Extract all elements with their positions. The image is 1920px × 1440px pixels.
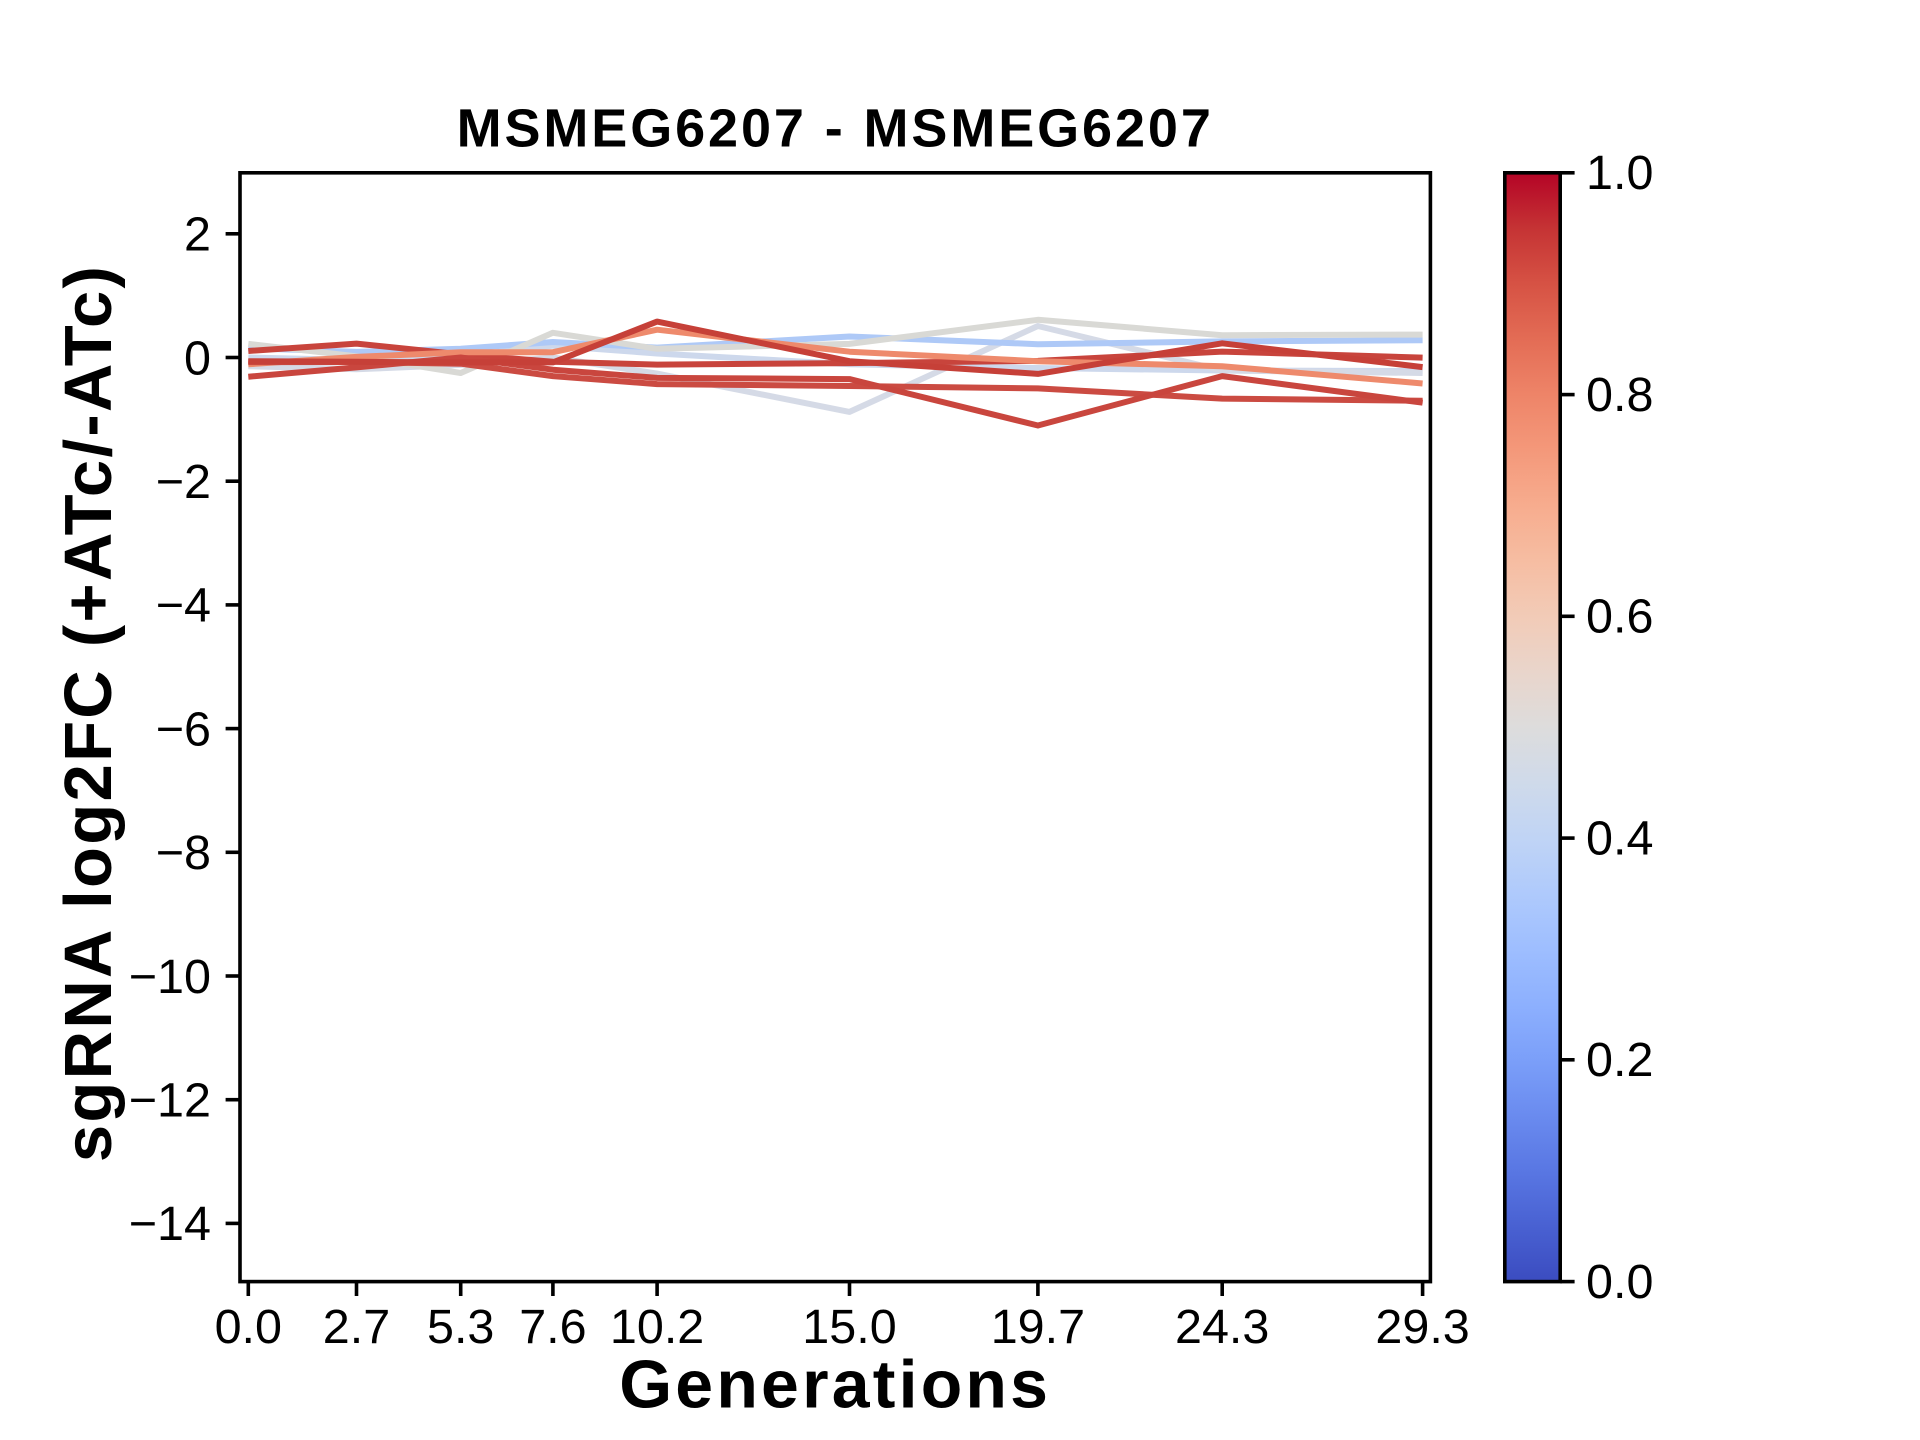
svg-text:sgRNA log2FC (+ATc/-ATc): sgRNA log2FC (+ATc/-ATc) xyxy=(51,264,126,1162)
svg-text:Generations: Generations xyxy=(619,1347,1051,1423)
svg-text:0.2: 0.2 xyxy=(1586,1033,1653,1087)
svg-text:0.8: 0.8 xyxy=(1586,368,1653,422)
svg-text:−6: −6 xyxy=(156,702,211,756)
svg-text:0.4: 0.4 xyxy=(1586,811,1653,865)
svg-text:−4: −4 xyxy=(156,579,211,633)
svg-text:−8: −8 xyxy=(156,826,211,880)
svg-text:0.6: 0.6 xyxy=(1586,590,1653,644)
svg-text:10.2: 10.2 xyxy=(610,1300,704,1354)
svg-text:−12: −12 xyxy=(129,1074,211,1128)
svg-text:15.0: 15.0 xyxy=(802,1300,896,1354)
svg-text:MSMEG6207 - MSMEG6207: MSMEG6207 - MSMEG6207 xyxy=(457,99,1214,159)
svg-text:0.0: 0.0 xyxy=(215,1300,282,1354)
svg-text:7.6: 7.6 xyxy=(519,1300,586,1354)
svg-text:5.3: 5.3 xyxy=(427,1300,494,1354)
svg-text:0: 0 xyxy=(184,331,211,385)
svg-text:29.3: 29.3 xyxy=(1375,1300,1469,1354)
svg-text:2: 2 xyxy=(184,208,211,262)
svg-text:−2: −2 xyxy=(156,455,211,509)
svg-text:24.3: 24.3 xyxy=(1175,1300,1269,1354)
svg-text:−14: −14 xyxy=(129,1197,211,1251)
svg-text:0.0: 0.0 xyxy=(1586,1255,1653,1309)
svg-text:−10: −10 xyxy=(129,950,211,1004)
svg-text:1.0: 1.0 xyxy=(1586,146,1653,200)
svg-text:2.7: 2.7 xyxy=(323,1300,390,1354)
svg-text:19.7: 19.7 xyxy=(991,1300,1085,1354)
